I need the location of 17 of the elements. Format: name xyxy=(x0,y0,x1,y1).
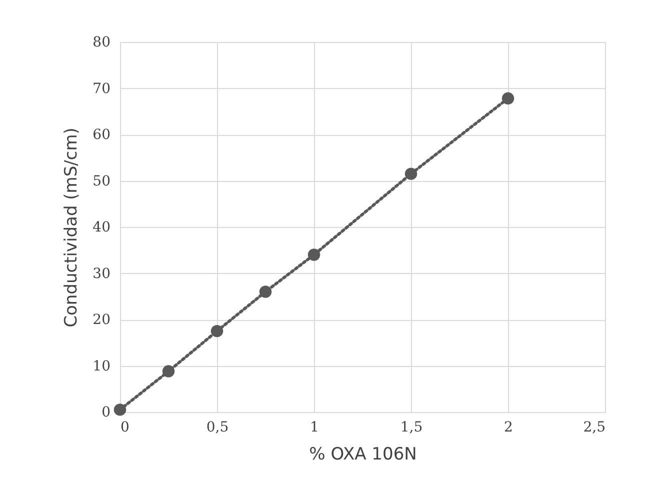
y-tick-label: 80 xyxy=(92,34,110,50)
x-tick-label: 0 xyxy=(120,420,130,436)
y-tick-label: 20 xyxy=(92,312,110,328)
x-axis-title: % OXA 106N xyxy=(309,444,417,464)
y-tick-label: 40 xyxy=(92,220,110,236)
x-tick-label: 2 xyxy=(504,420,513,436)
y-tick-label: 70 xyxy=(92,80,110,97)
y-tick-label: 30 xyxy=(92,266,110,282)
y-tick-label: 50 xyxy=(92,173,110,190)
y-axis-title: Conductividad (mS/cm) xyxy=(62,128,82,328)
y-tick-label: 10 xyxy=(92,358,110,374)
y-tick-label: 0 xyxy=(102,404,110,420)
y-tick-label: 60 xyxy=(92,127,110,143)
x-tick-label: 2,5 xyxy=(583,420,606,436)
x-tick-label: 0,5 xyxy=(206,420,229,436)
x-tick-label: 1 xyxy=(310,420,319,436)
x-tick-label: 1,5 xyxy=(400,420,423,436)
